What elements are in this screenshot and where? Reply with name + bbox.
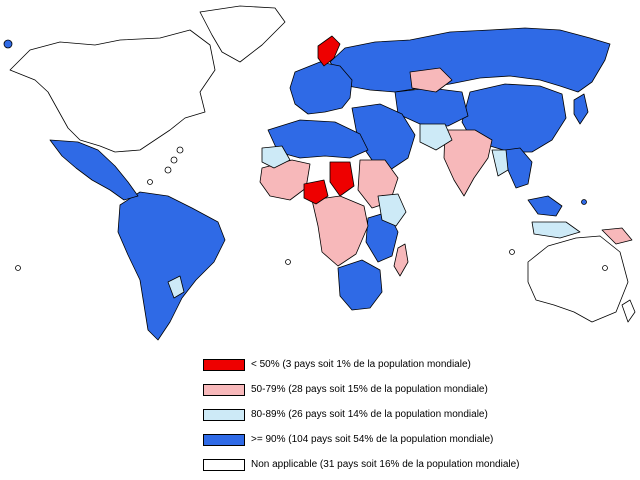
region-south-asia [443, 129, 493, 197]
legend-label: Non applicable (31 pays soit 16% de la p… [251, 459, 520, 470]
region-indochina [504, 147, 533, 189]
island-marker [176, 146, 184, 154]
legend-swatch [203, 408, 245, 421]
legend-label: >= 90% (104 pays soit 54% de la populati… [251, 434, 494, 445]
region-new-zealand [621, 299, 636, 323]
region-papua [601, 227, 633, 245]
legend-label: < 50% (3 pays soit 1% de la population m… [251, 359, 471, 370]
region-patagonia [167, 275, 185, 299]
region-indonesia [531, 221, 581, 239]
region-iran-area [419, 123, 453, 151]
island-marker [285, 259, 291, 265]
legend-swatch [203, 383, 245, 396]
island-marker [15, 265, 21, 271]
region-australia [527, 235, 629, 323]
region-russia [329, 27, 611, 93]
island-marker [581, 199, 587, 205]
region-southern-africa [337, 259, 383, 311]
legend-swatch [203, 433, 245, 446]
island-marker [3, 39, 13, 49]
region-greenland [199, 5, 286, 63]
region-scandinavia-red [317, 35, 341, 67]
region-north-africa [267, 119, 369, 159]
legend-item-50-79: 50-79% (28 pays soit 15% de la populatio… [203, 377, 633, 402]
region-madagascar [393, 243, 409, 277]
region-south-america [117, 191, 226, 341]
island-marker [170, 156, 178, 164]
legend-item-80-89: 80-89% (26 pays soit 14% de la populatio… [203, 402, 633, 427]
island-marker [602, 265, 608, 271]
region-se-asia-islands [527, 195, 563, 217]
region-europe [289, 61, 353, 115]
region-japan [573, 93, 589, 125]
legend-item-above-90: >= 90% (104 pays soit 54% de la populati… [203, 427, 633, 452]
legend-swatch [203, 458, 245, 471]
region-central-africa [311, 195, 369, 267]
island-marker [509, 249, 515, 255]
island-marker [147, 179, 153, 185]
region-east-africa-light [377, 193, 407, 227]
region-west-africa [259, 159, 311, 201]
legend-item-not-applicable: Non applicable (31 pays soit 16% de la p… [203, 452, 633, 477]
region-myanmar [491, 149, 509, 177]
region-north-america [9, 29, 216, 153]
legend: < 50% (3 pays soit 1% de la population m… [203, 352, 633, 477]
region-kazakhstan-area [409, 67, 453, 93]
legend-label: 80-89% (26 pays soit 14% de la populatio… [251, 409, 488, 420]
world-map [3, 5, 636, 341]
legend-swatch [203, 358, 245, 371]
region-central-america [49, 139, 139, 201]
legend-item-below-50: < 50% (3 pays soit 1% de la population m… [203, 352, 633, 377]
region-sahel [261, 145, 291, 169]
island-marker [164, 166, 172, 174]
legend-label: 50-79% (28 pays soit 15% de la populatio… [251, 384, 488, 395]
region-niger [303, 179, 329, 205]
region-chad [329, 161, 355, 197]
